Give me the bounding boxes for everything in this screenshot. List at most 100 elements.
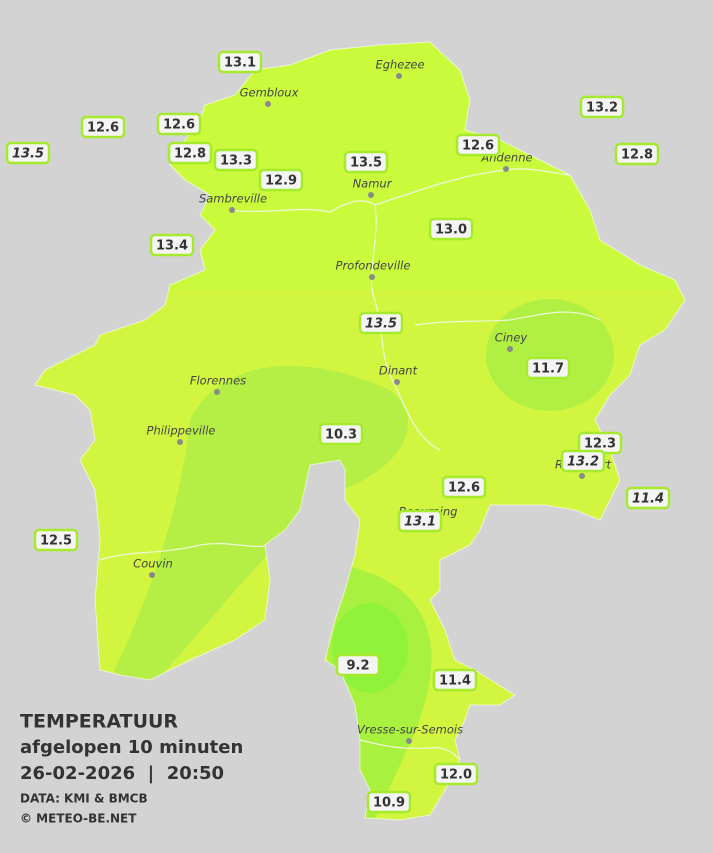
city-dot — [177, 439, 183, 445]
station: 13.3 — [213, 148, 259, 172]
station: 13.1 — [397, 509, 443, 533]
station: 12.5 — [33, 528, 79, 552]
station: 12.8 — [614, 142, 660, 166]
station-value: 12.6 — [448, 481, 480, 496]
station-box — [366, 790, 412, 814]
station: 13.4 — [149, 233, 195, 257]
station-value: 10.3 — [325, 428, 357, 443]
city-dot — [265, 101, 271, 107]
station-value: 12.6 — [163, 118, 195, 133]
station: 13.5 — [5, 141, 51, 165]
city-label: Profondeville — [336, 259, 411, 273]
city-dot — [396, 73, 402, 79]
station-box — [433, 762, 479, 786]
station-value: 11.4 — [632, 492, 664, 507]
station-value: 13.0 — [435, 223, 467, 238]
station-value: 13.3 — [220, 154, 252, 169]
station: 13.2 — [560, 449, 606, 473]
city-dot — [579, 473, 585, 479]
city-dot — [394, 379, 400, 385]
subtitle: afgelopen 10 minuten — [20, 737, 243, 758]
station-box — [258, 168, 304, 192]
station-box — [217, 50, 263, 74]
station-box — [343, 150, 389, 174]
station: 11.4 — [432, 668, 478, 692]
station: 12.3 — [577, 431, 623, 455]
city-dot — [368, 192, 374, 198]
station: 12.6 — [455, 133, 501, 157]
station-value: 12.8 — [174, 147, 206, 162]
city-label: Philippeville — [147, 424, 216, 438]
city-label: Florennes — [190, 374, 246, 388]
city-label: Couvin — [133, 557, 173, 571]
city-label: Gembloux — [240, 86, 299, 100]
city-dot — [503, 166, 509, 172]
station-value: 13.5 — [365, 317, 397, 332]
station-value: 13.2 — [567, 455, 599, 470]
city-label: Vresse-sur-Semois — [357, 723, 463, 737]
station-box — [156, 112, 202, 136]
city-dot — [229, 207, 235, 213]
station-box — [213, 148, 259, 172]
station-box — [432, 668, 478, 692]
station-value: 12.6 — [462, 139, 494, 154]
station: 13.1 — [217, 50, 263, 74]
city-label: Ciney — [495, 331, 528, 345]
station-box — [428, 217, 474, 241]
datetime: 26-02-2026 | 20:50 — [20, 763, 224, 784]
station: 10.3 — [318, 422, 364, 446]
city-dot — [507, 346, 513, 352]
station-value: 11.7 — [532, 362, 564, 377]
station-box — [560, 449, 606, 473]
station-value: 12.0 — [440, 768, 472, 783]
station-box — [579, 95, 625, 119]
station-value: 13.1 — [404, 515, 436, 530]
station-box — [33, 528, 79, 552]
station-value: 12.9 — [265, 174, 297, 189]
station: 13.2 — [579, 95, 625, 119]
station-value: 10.9 — [373, 796, 405, 811]
city-dot — [406, 738, 412, 744]
station-value: 13.1 — [224, 56, 256, 71]
station: 13.0 — [428, 217, 474, 241]
city-dot — [149, 572, 155, 578]
city-label: Eghezee — [375, 58, 424, 72]
station: 12.6 — [441, 475, 487, 499]
station: 12.6 — [80, 115, 126, 139]
station: 13.5 — [358, 311, 404, 335]
station: 12.6 — [156, 112, 202, 136]
station-value: 12.3 — [584, 437, 616, 452]
station-box — [525, 356, 571, 380]
station-box — [397, 509, 443, 533]
city-label: Namur — [353, 177, 393, 191]
station-value: 13.4 — [156, 239, 188, 254]
station: 12.0 — [433, 762, 479, 786]
station-value: 13.5 — [12, 147, 44, 162]
station-box — [614, 142, 660, 166]
station: 11.4 — [625, 486, 671, 510]
station: 11.7 — [525, 356, 571, 380]
station-box — [80, 115, 126, 139]
station: 13.5 — [343, 150, 389, 174]
station-value: 9.2 — [346, 659, 369, 674]
station-box — [167, 141, 213, 165]
station: 12.8 — [167, 141, 213, 165]
station-value: 12.8 — [621, 148, 653, 163]
station-box — [625, 486, 671, 510]
title: TEMPERATUUR — [20, 711, 178, 733]
credit: © METEO-BE.NET — [20, 812, 137, 826]
station-box — [149, 233, 195, 257]
city-dot — [369, 274, 375, 280]
station-value: 13.5 — [350, 156, 382, 171]
station-value: 11.4 — [439, 674, 471, 689]
station-box — [455, 133, 501, 157]
station-value: 12.6 — [87, 121, 119, 136]
station-box — [335, 653, 381, 677]
station-value: 12.5 — [40, 534, 72, 549]
station-box — [441, 475, 487, 499]
station: 10.9 — [366, 790, 412, 814]
city-dot — [214, 389, 220, 395]
city-label: Sambreville — [199, 192, 267, 206]
station: 12.9 — [258, 168, 304, 192]
